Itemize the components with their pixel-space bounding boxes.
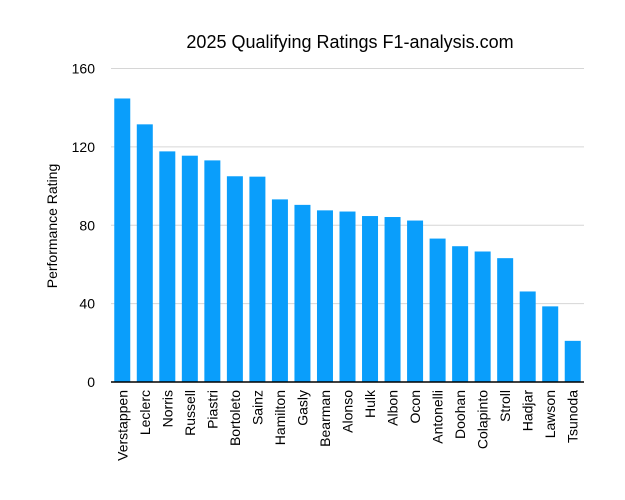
bar (474, 251, 491, 382)
bar (249, 176, 266, 382)
bar (407, 220, 424, 382)
bar (497, 258, 514, 382)
x-tick-label: Hamilton (272, 390, 288, 445)
bar (519, 291, 536, 382)
bar (429, 238, 446, 382)
bar (114, 98, 131, 382)
y-axis-label: Performance Rating (44, 164, 60, 289)
bar (542, 306, 559, 382)
x-tick-label: Albon (385, 390, 401, 426)
y-tick-label: 160 (72, 61, 96, 77)
x-tick-label: Gasly (294, 390, 310, 426)
y-tick-label: 80 (79, 217, 95, 233)
bar (384, 217, 401, 382)
x-tick-label: Norris (159, 390, 175, 427)
x-tick-label: Lawson (542, 390, 558, 438)
bar (204, 160, 221, 382)
bar (226, 176, 243, 382)
y-tick-label: 120 (72, 139, 96, 155)
x-tick-label: Antonelli (430, 390, 446, 444)
bar (316, 210, 333, 382)
y-tick-label: 0 (87, 374, 95, 390)
x-tick-label: Tsunoda (565, 390, 581, 443)
bar (339, 211, 356, 382)
x-tick-label: Alonso (340, 390, 356, 433)
bar (564, 340, 581, 382)
x-tick-label: Bortoleto (227, 390, 243, 446)
x-tick-label: Hulk (362, 389, 378, 418)
bar (159, 151, 176, 382)
x-tick-label: Russell (182, 390, 198, 436)
bar (181, 155, 198, 382)
x-tick-label: Stroll (497, 390, 513, 422)
bar (362, 216, 379, 382)
bar (136, 124, 153, 382)
x-tick-label: Hadjar (520, 390, 536, 432)
x-tick-label: Leclerc (137, 390, 153, 435)
x-tick-label: Doohan (452, 390, 468, 439)
bar (294, 204, 311, 382)
bar (271, 199, 288, 382)
x-tick-label: Sainz (249, 390, 265, 425)
x-tick-label: Bearman (317, 390, 333, 447)
y-tick-label: 40 (79, 296, 95, 312)
x-tick-label: Ocon (407, 390, 423, 423)
chart-title: 2025 Qualifying Ratings F1-analysis.com (186, 32, 513, 52)
bar (452, 246, 469, 382)
x-tick-label: Verstappen (114, 390, 130, 461)
x-tick-label: Colapinto (475, 390, 491, 449)
x-tick-label: Piastri (204, 390, 220, 429)
